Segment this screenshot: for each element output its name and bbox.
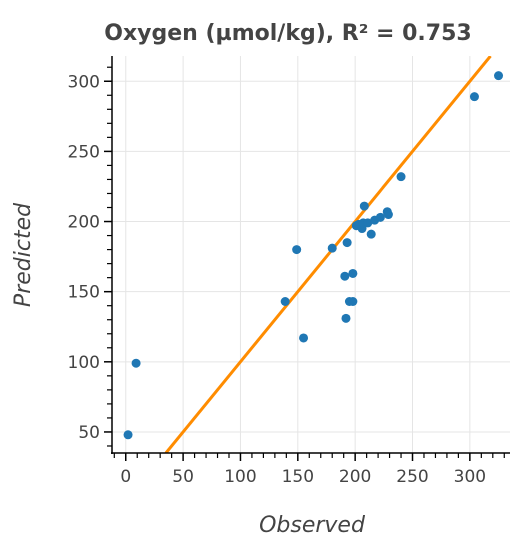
y-tick-label: 150 [68,283,100,303]
data-point [375,212,385,222]
x-tick-label: 150 [282,467,314,487]
fit-line-segment [164,56,492,453]
y-axis-label: Predicted [11,202,36,307]
x-tick-label: 100 [224,467,256,487]
x-tick-label: 200 [339,467,371,487]
x-tick-label: 300 [454,467,486,487]
data-point [363,218,373,228]
data-point [292,245,302,255]
y-tick-label: 250 [68,142,100,162]
x-axis-label: Observed [259,513,366,538]
data-point [348,296,358,306]
data-point [280,296,290,306]
data-point [494,71,504,81]
x-tick-label: 250 [396,467,428,487]
data-point [340,271,350,281]
y-tick-label: 300 [68,72,100,92]
data-point [341,313,351,323]
data-point [342,238,352,248]
data-point [131,358,141,368]
y-tick-label: 100 [68,353,100,373]
data-points [123,71,504,440]
data-point [396,172,406,182]
data-point [348,268,358,278]
data-point [123,430,133,440]
chart-title: Oxygen (µmol/kg), R² = 0.753 [104,21,471,46]
x-tick-label: 0 [120,467,131,487]
data-point [359,201,369,211]
data-point [383,210,393,220]
axes: 0 50 100 150 200 250 300 50 100 150 200 250 300 [68,56,510,487]
data-point [299,333,309,343]
y-tick-label: 50 [78,423,100,443]
data-point [327,243,337,253]
x-tick-label: 50 [172,467,194,487]
y-tick-label: 200 [68,213,100,233]
data-point [366,229,376,239]
fit-line [164,56,492,453]
grid-lines [112,56,510,453]
data-point [469,92,479,102]
